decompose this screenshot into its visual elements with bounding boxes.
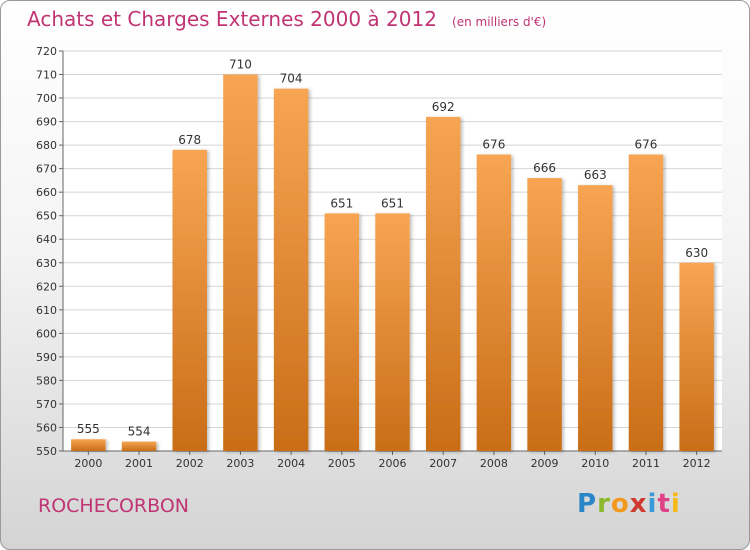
bar-value-label: 663 (584, 168, 607, 182)
y-tick-label: 700 (36, 92, 57, 105)
bar-value-label: 555 (77, 422, 100, 436)
bar-value-label: 651 (330, 196, 353, 210)
x-tick-label: 2002 (176, 457, 204, 470)
bar-value-label: 710 (229, 58, 252, 72)
title-row: Achats et Charges Externes 2000 à 2012 (… (27, 7, 546, 31)
bar-2011 (628, 154, 664, 451)
bar-value-label: 651 (381, 196, 404, 210)
bar-value-label: 630 (685, 246, 708, 260)
bar-2004 (273, 88, 309, 451)
y-tick-label: 620 (36, 280, 57, 293)
axes: 550 560 570 580 590 600 610 620 630 640 650 660 670 6… (36, 45, 722, 470)
y-tick-label: 650 (36, 210, 57, 223)
y-tick-label: 630 (36, 257, 57, 270)
bar-2006 (375, 213, 410, 451)
bar-value-label: 692 (432, 100, 455, 114)
bars (71, 74, 714, 451)
x-tick-label: 2000 (74, 457, 102, 470)
x-tick-label: 2012 (683, 457, 711, 470)
bar-2002 (172, 149, 207, 451)
y-tick-label: 660 (36, 186, 57, 199)
y-tick-label: 710 (36, 69, 57, 82)
y-tick-label: 720 (36, 45, 57, 58)
y-tick-label: 690 (36, 116, 57, 129)
y-tick-label: 570 (36, 398, 57, 411)
bar-value-label: 554 (128, 425, 151, 439)
x-tick-label: 2006 (379, 457, 407, 470)
bar-2009 (527, 178, 562, 451)
y-tick-label: 610 (36, 304, 57, 317)
y-tick-label: 560 (36, 421, 57, 434)
chart-subtitle: (en milliers d'€) (452, 15, 547, 29)
x-tick-label: 2008 (480, 457, 508, 470)
x-tick-label: 2001 (125, 457, 153, 470)
bar-2007 (425, 116, 461, 451)
bar-2001 (121, 441, 157, 451)
y-tick-label: 550 (36, 445, 57, 458)
bar-2000 (71, 439, 106, 451)
bar-value-label: 676 (482, 138, 505, 152)
y-tick-label: 600 (36, 327, 57, 340)
bar-2005 (324, 213, 360, 451)
commune-name: ROCHECORBON (38, 495, 190, 517)
x-tick-label: 2009 (531, 457, 559, 470)
bar-value-label: 678 (178, 133, 201, 147)
bar-value-label: 704 (280, 72, 303, 86)
proxiti-logo: Proxiti (577, 489, 681, 519)
x-tick-label: 2004 (277, 457, 305, 470)
x-tick-label: 2007 (429, 457, 457, 470)
x-tick-label: 2005 (328, 457, 356, 470)
bar-2008 (476, 154, 512, 451)
bar-value-label: 676 (635, 138, 658, 152)
y-tick-label: 680 (36, 139, 57, 152)
bar-2003 (223, 74, 258, 451)
y-tick-label: 670 (36, 163, 57, 176)
x-tick-label: 2011 (632, 457, 660, 470)
bar-value-label: 666 (533, 161, 556, 175)
bar-2012 (679, 262, 714, 451)
data-labels: 555 554 678 710 704 651 651 692 676 666 663 676 630 (77, 58, 708, 439)
y-tick-label: 640 (36, 233, 57, 246)
y-tick-label: 580 (36, 374, 57, 387)
bar-2010 (578, 185, 613, 451)
x-tick-label: 2010 (581, 457, 609, 470)
y-tick-label: 590 (36, 351, 57, 364)
chart-title: Achats et Charges Externes 2000 à 2012 (27, 7, 437, 31)
x-tick-label: 2003 (226, 457, 254, 470)
